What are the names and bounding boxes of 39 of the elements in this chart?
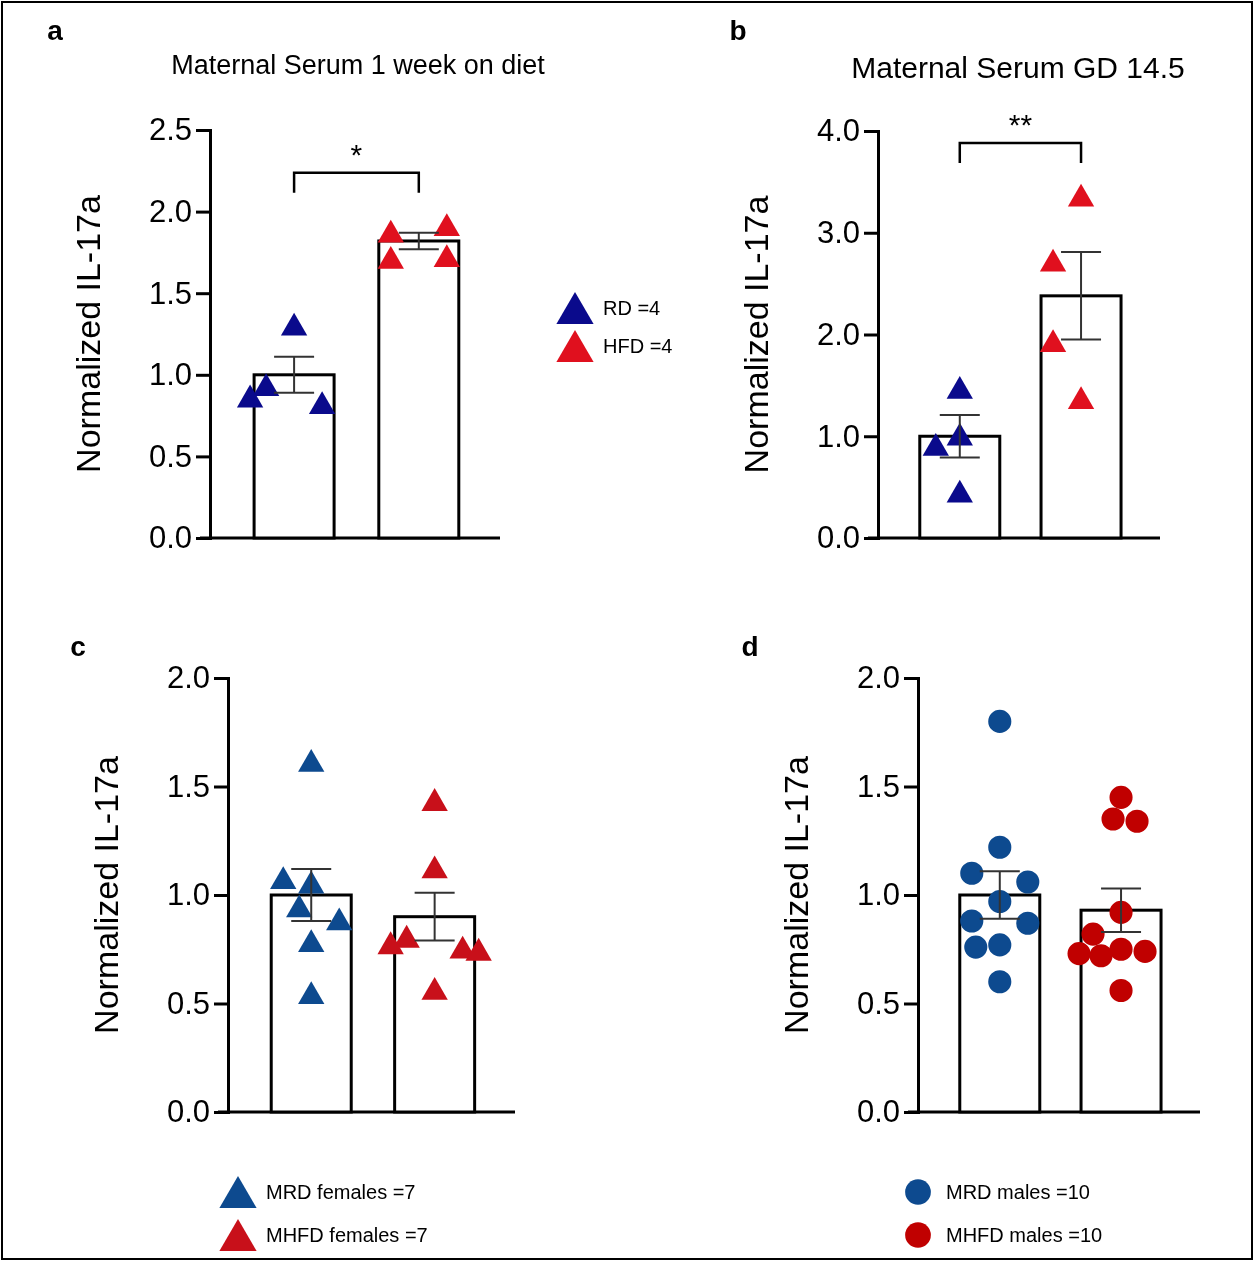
y-tick-label: 3.0 [816, 215, 860, 251]
y-tick-label: 4.0 [816, 113, 860, 149]
y-axis-title: Normalized IL-17a [87, 756, 125, 1034]
y-tick-label: 1.5 [148, 275, 192, 311]
y-tick-label: 1.5 [166, 768, 210, 804]
annotation: * [350, 137, 363, 171]
y-tick-label: 0.0 [856, 1094, 900, 1130]
y-axis-title: Normalized IL-17a [69, 195, 107, 473]
legend-label: MHFD males =10 [946, 1224, 1103, 1246]
chart-title: d [741, 631, 759, 662]
y-tick-label: 1.5 [856, 768, 900, 804]
legend-label: RD =4 [603, 297, 661, 319]
y-tick-label: 0.5 [856, 985, 900, 1021]
chart-subtitle: Maternal Serum 1 week on diet [171, 50, 546, 80]
y-tick-label: 0.5 [166, 985, 210, 1021]
y-axis-title: Normalized IL-17a [737, 195, 775, 474]
annotation: ** [1008, 108, 1033, 142]
y-tick-label: 1.0 [166, 877, 210, 913]
chart-title: c [70, 631, 86, 662]
y-tick-label: 1.0 [148, 357, 192, 393]
y-tick-label: 2.5 [148, 112, 192, 148]
chart-subtitle: Maternal Serum GD 14.5 [851, 51, 1185, 84]
chart-title: b [729, 15, 747, 46]
chart-title: a [47, 15, 64, 46]
y-tick-label: 2.0 [148, 194, 192, 230]
y-tick-label: 2.0 [166, 660, 210, 696]
y-axis-title: Normalized IL-17a [777, 756, 815, 1034]
y-tick-label: 1.0 [816, 418, 860, 454]
legend-label: MRD males =10 [946, 1181, 1090, 1203]
legend-label: MHFD females =7 [266, 1224, 428, 1246]
y-tick-label: 0.0 [816, 520, 860, 556]
y-tick-label: 1.0 [856, 877, 900, 913]
y-tick-label: 0.0 [148, 520, 192, 556]
y-tick-label: 0.5 [148, 438, 192, 474]
legend-label: HFD =4 [603, 335, 673, 357]
y-tick-label: 2.0 [816, 316, 860, 352]
y-tick-label: 2.0 [856, 660, 900, 696]
legend-label: MRD females =7 [266, 1181, 416, 1203]
y-tick-label: 0.0 [166, 1094, 210, 1130]
